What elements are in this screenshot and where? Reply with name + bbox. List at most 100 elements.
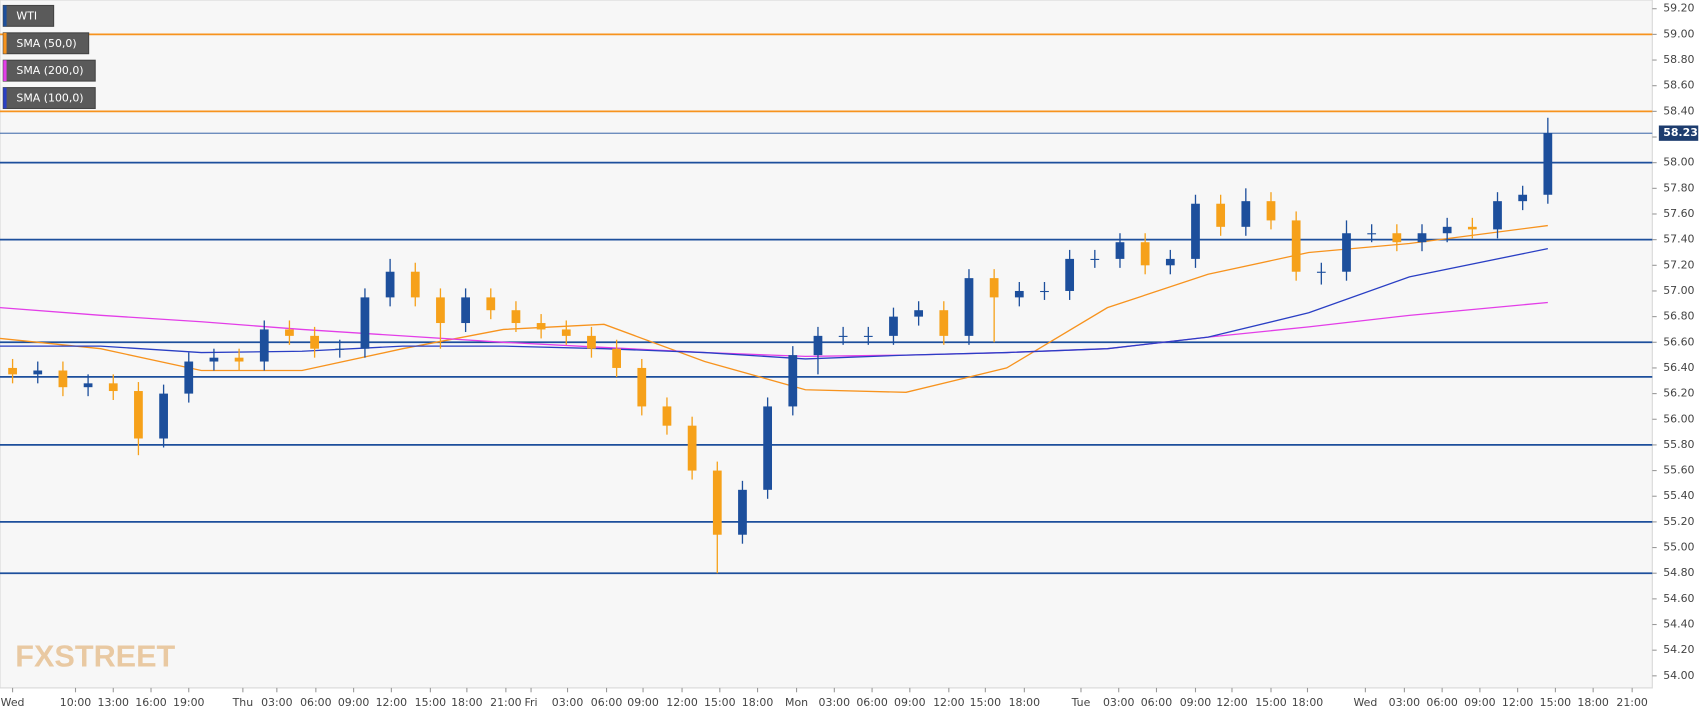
- x-tick-label: Wed: [1, 696, 25, 709]
- candle-body: [410, 271, 420, 298]
- y-tick-label: 58.00: [1663, 156, 1694, 169]
- x-tick-label: Mon: [785, 696, 808, 709]
- legend-label: WTI: [16, 9, 37, 22]
- candle-body: [536, 323, 546, 330]
- x-tick-label: 15:00: [415, 696, 447, 709]
- candle-body: [964, 278, 974, 336]
- y-tick-label: 58.60: [1663, 79, 1694, 92]
- candle-body: [939, 310, 949, 336]
- candle-body: [134, 391, 143, 439]
- x-tick-label: 06:00: [591, 696, 623, 709]
- legend-swatch: [3, 60, 7, 82]
- candle-body: [1417, 233, 1427, 243]
- candle-body: [1518, 194, 1528, 202]
- sma-line: [0, 224, 1548, 393]
- candle-body: [687, 425, 697, 471]
- candle-body: [1316, 271, 1326, 273]
- candle-body: [234, 357, 244, 362]
- legend-label: SMA (100,0): [16, 92, 83, 105]
- x-tick-label: 06:00: [856, 696, 888, 709]
- candle-body: [1291, 220, 1301, 272]
- candle-body: [58, 370, 68, 388]
- y-tick-label: 58.80: [1663, 53, 1694, 66]
- y-tick-label: 55.00: [1663, 541, 1694, 554]
- candle-body: [436, 297, 445, 324]
- x-tick-label: 18:00: [1292, 696, 1324, 709]
- x-tick-label: 06:00: [1141, 696, 1173, 709]
- x-tick-label: 12:00: [376, 696, 408, 709]
- y-tick-label: 58.40: [1663, 104, 1694, 117]
- y-tick-label: 55.60: [1663, 464, 1694, 477]
- x-tick-label: 12:00: [666, 696, 698, 709]
- candle-body: [788, 355, 798, 407]
- candle-body: [360, 297, 370, 349]
- candle-body: [1241, 201, 1251, 227]
- x-tick-label: 09:00: [1180, 696, 1212, 709]
- candle-body: [561, 329, 571, 336]
- x-tick-label: 18:00: [742, 696, 774, 709]
- x-tick-label: Tue: [1071, 696, 1091, 709]
- sma-line: [0, 247, 1548, 360]
- y-tick-label: 56.00: [1663, 412, 1694, 425]
- x-tick-label: 06:00: [300, 696, 332, 709]
- candle-body: [1367, 233, 1377, 235]
- x-tick-label: 18:00: [1009, 696, 1041, 709]
- x-tick-label: 18:00: [451, 696, 483, 709]
- candle-body: [1014, 290, 1024, 298]
- x-tick-label: 15:00: [970, 696, 1002, 709]
- candle-body: [1216, 203, 1226, 227]
- candle-body: [108, 383, 118, 392]
- x-tick-label: 21:00: [490, 696, 522, 709]
- candle-body: [612, 348, 621, 368]
- y-tick-label: 56.20: [1663, 387, 1694, 400]
- x-tick-label: 03:00: [261, 696, 293, 709]
- candle-body: [763, 406, 773, 490]
- candle-body: [1392, 233, 1402, 243]
- plot-area: [0, 0, 1653, 689]
- candle-body: [1115, 242, 1125, 259]
- candle-body: [209, 357, 219, 362]
- candle-body: [8, 367, 17, 375]
- candle-body: [738, 489, 747, 535]
- y-tick-label: 54.60: [1663, 592, 1694, 605]
- candle-body: [285, 329, 294, 336]
- x-tick-label: 03:00: [552, 696, 584, 709]
- y-tick-label: 54.00: [1663, 669, 1694, 682]
- candle-body: [1165, 258, 1175, 266]
- candle-body: [335, 348, 345, 350]
- candle-body: [385, 271, 395, 298]
- x-tick-label: 13:00: [97, 696, 129, 709]
- y-tick-label: 57.20: [1663, 258, 1694, 271]
- x-tick-label: 09:00: [338, 696, 370, 709]
- candle-body: [1442, 226, 1452, 234]
- candle-body: [838, 335, 848, 337]
- candle-body: [662, 406, 672, 426]
- candle-body: [712, 470, 722, 535]
- y-tick-label: 54.80: [1663, 566, 1694, 579]
- legend-swatch: [3, 5, 7, 27]
- x-tick-label: 15:00: [1255, 696, 1287, 709]
- candle-body: [889, 316, 898, 336]
- x-tick-label: 06:00: [1426, 696, 1458, 709]
- x-tick-label: 19:00: [173, 696, 205, 709]
- x-tick-label: Thu: [232, 696, 254, 709]
- candle-body: [159, 393, 168, 439]
- legend-label: SMA (50,0): [16, 37, 76, 50]
- y-tick-label: 55.20: [1663, 515, 1694, 528]
- candle-body: [1266, 201, 1276, 221]
- x-tick-label: 15:00: [704, 696, 736, 709]
- last-price-box: [1658, 125, 1699, 141]
- x-tick-label: 09:00: [894, 696, 926, 709]
- x-tick-label: 12:00: [1216, 696, 1248, 709]
- y-tick-label: 55.40: [1663, 489, 1694, 502]
- y-tick-label: 59.20: [1663, 2, 1694, 15]
- y-tick-label: 54.20: [1663, 643, 1694, 656]
- candle-body: [259, 329, 269, 362]
- sma-line: [0, 301, 1548, 358]
- legend-label: SMA (200,0): [16, 64, 83, 77]
- candle-body: [914, 310, 924, 317]
- last-price-label: 58.23: [1663, 126, 1698, 139]
- candle-body: [863, 335, 873, 337]
- candle-body: [33, 370, 43, 375]
- candle-body: [1090, 258, 1100, 260]
